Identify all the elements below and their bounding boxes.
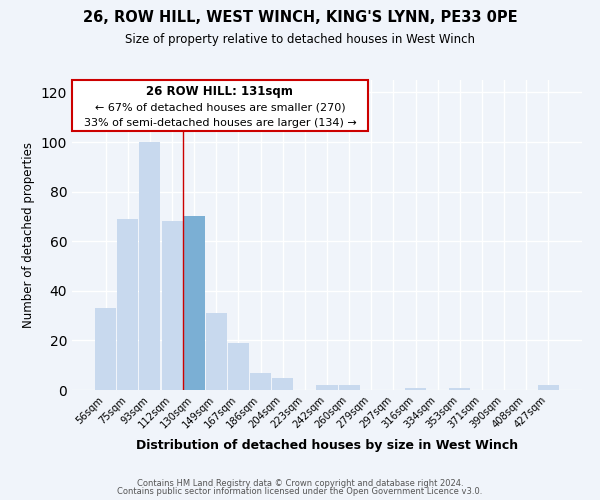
Text: Contains HM Land Registry data © Crown copyright and database right 2024.: Contains HM Land Registry data © Crown c… [137,478,463,488]
Text: 33% of semi-detached houses are larger (134) →: 33% of semi-detached houses are larger (… [83,118,356,128]
Bar [405,388,426,390]
Text: ← 67% of detached houses are smaller (270): ← 67% of detached houses are smaller (27… [95,102,345,113]
Y-axis label: Number of detached properties: Number of detached properties [22,142,35,328]
Bar [449,388,470,390]
Text: 26 ROW HILL: 131sqm: 26 ROW HILL: 131sqm [146,85,293,98]
Bar [272,378,293,390]
Text: 26, ROW HILL, WEST WINCH, KING'S LYNN, PE33 0PE: 26, ROW HILL, WEST WINCH, KING'S LYNN, P… [83,10,517,25]
Bar [250,372,271,390]
Bar [139,142,160,390]
Bar [316,385,338,390]
Bar [206,313,227,390]
Bar [95,308,116,390]
Bar [538,385,559,390]
Bar [161,222,182,390]
Text: Contains public sector information licensed under the Open Government Licence v3: Contains public sector information licen… [118,487,482,496]
Text: Size of property relative to detached houses in West Winch: Size of property relative to detached ho… [125,32,475,46]
Bar [184,216,205,390]
X-axis label: Distribution of detached houses by size in West Winch: Distribution of detached houses by size … [136,439,518,452]
Bar [118,219,139,390]
Bar [228,343,249,390]
Bar [338,385,359,390]
